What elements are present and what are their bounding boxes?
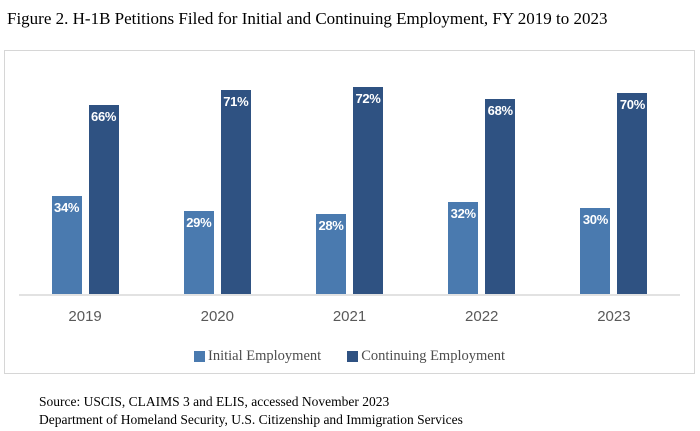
- figure-title: Figure 2. H-1B Petitions Filed for Initi…: [7, 9, 608, 28]
- x-axis: 2019 2020 2021 2022 2023: [19, 308, 680, 325]
- initial-employment-bar-2020: 29%: [183, 211, 214, 294]
- initial-employment-bar-2022: 32%: [448, 202, 479, 294]
- initial-employment-bar-2021: 28%: [316, 214, 346, 294]
- bar-group-2020: 29% 71%: [151, 58, 283, 294]
- bar-value-label: 30%: [582, 212, 608, 227]
- legend-label-continuing: Continuing Employment: [361, 348, 505, 364]
- initial-employment-bar-2019: 34%: [51, 196, 82, 294]
- bar-group-2022: 32% 68%: [416, 58, 548, 294]
- bar-group-2021: 28% 72%: [283, 58, 415, 294]
- bar-value-label: 66%: [91, 109, 117, 124]
- bar-value-label: 68%: [487, 103, 513, 118]
- bar-value-label: 32%: [450, 206, 476, 221]
- legend-swatch-initial-icon: [194, 351, 206, 362]
- legend-label-initial: Initial Employment: [208, 348, 322, 364]
- chart-container: 34% 66% 29% 71% 28% 72% 32% 68% 30% 70% 2019 2020 2…: [4, 50, 695, 374]
- legend-swatch-continuing-icon: [347, 351, 359, 362]
- continuing-employment-bar-2022: 68%: [485, 99, 516, 294]
- x-axis-label-2022: 2022: [465, 308, 499, 325]
- bar-value-label: 71%: [223, 94, 249, 109]
- x-axis-label-2019: 2019: [68, 308, 102, 325]
- bar-value-label: 34%: [54, 200, 80, 215]
- source-line-1: Source: USCIS, CLAIMS 3 and ELIS, access…: [39, 394, 390, 409]
- source-line-2: Department of Homeland Security, U.S. Ci…: [39, 411, 463, 427]
- continuing-employment-bar-2021: 72%: [353, 87, 383, 294]
- bar-value-label: 28%: [318, 218, 344, 233]
- legend-item-continuing-employment: Continuing Employment: [347, 348, 505, 365]
- legend-item-initial-employment: Initial Employment: [194, 348, 321, 365]
- bar-group-2023: 30% 70%: [548, 58, 680, 294]
- bar-value-label: 72%: [355, 91, 381, 106]
- initial-employment-bar-2023: 30%: [580, 208, 611, 294]
- plot-area: 34% 66% 29% 71% 28% 72% 32% 68% 30% 70%: [19, 58, 680, 296]
- bar-group-2019: 34% 66%: [19, 58, 151, 294]
- x-axis-label-2021: 2021: [332, 308, 367, 325]
- bar-value-label: 70%: [619, 97, 645, 112]
- x-axis-label-2023: 2023: [597, 308, 631, 325]
- continuing-employment-bar-2020: 71%: [220, 90, 251, 294]
- continuing-employment-bar-2023: 70%: [617, 93, 648, 294]
- legend: Initial Employment Continuing Employment: [5, 348, 694, 365]
- x-axis-label-2020: 2020: [200, 308, 234, 325]
- continuing-employment-bar-2019: 66%: [88, 105, 119, 294]
- source-note: Source: USCIS, CLAIMS 3 and ELIS, access…: [39, 393, 463, 428]
- bar-value-label: 29%: [186, 215, 212, 230]
